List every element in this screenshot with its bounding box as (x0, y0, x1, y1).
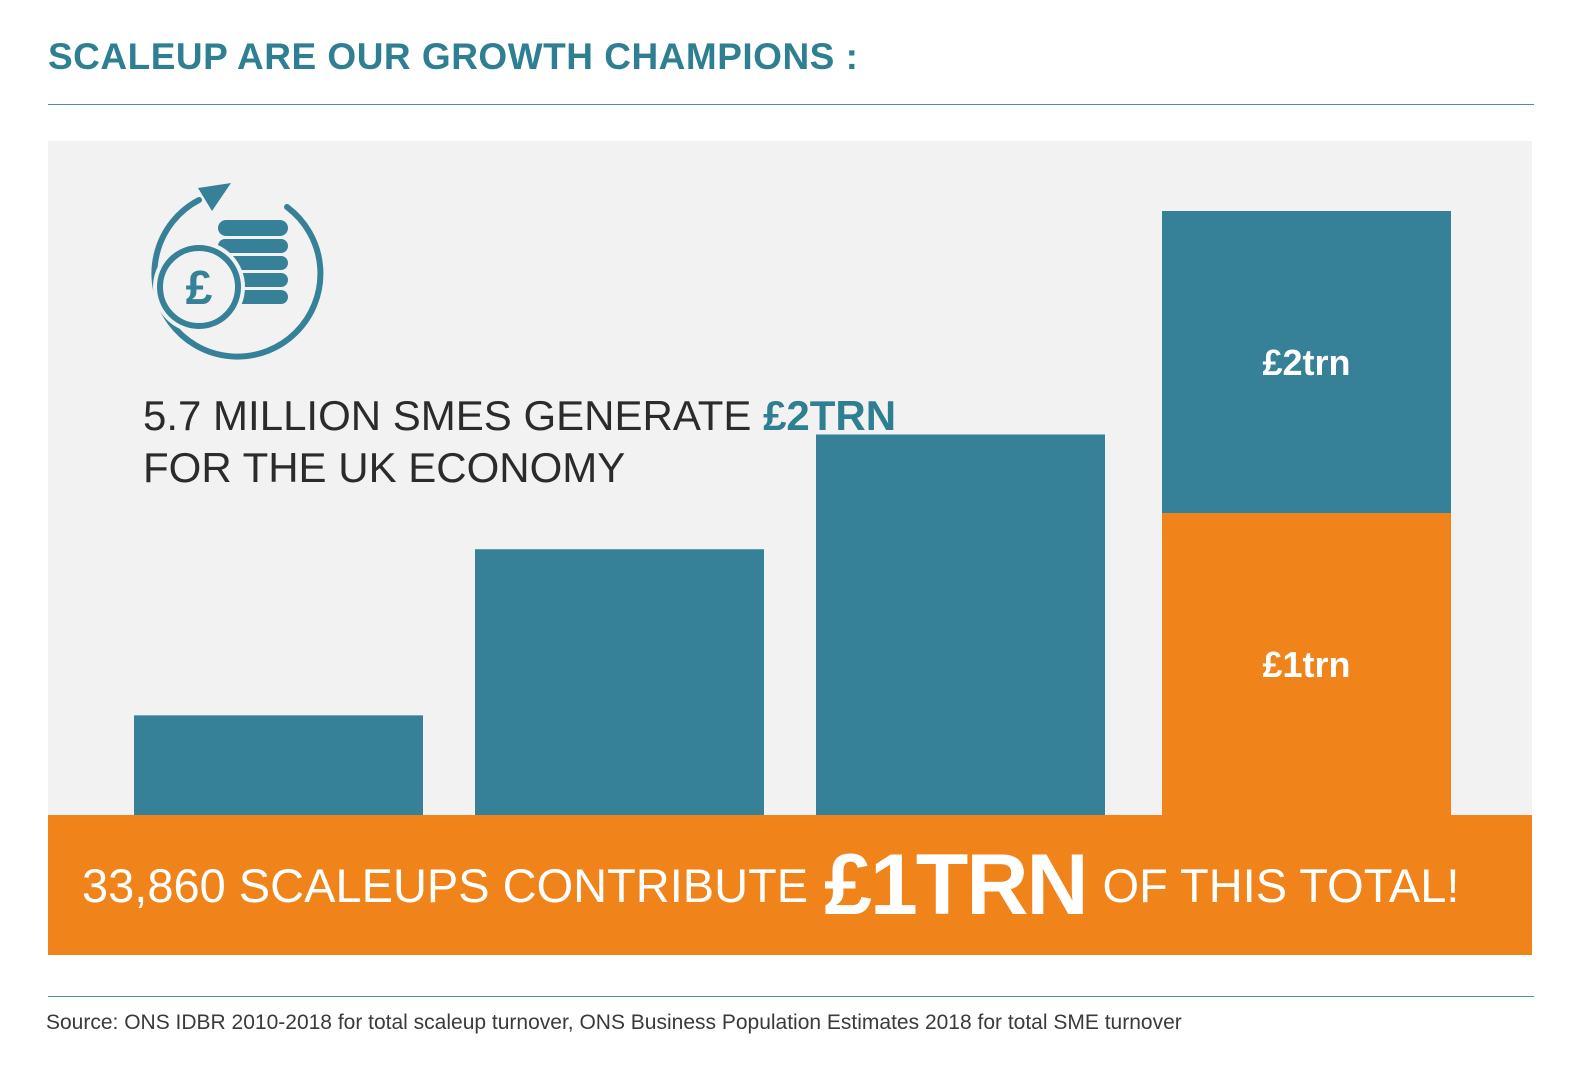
pound-coins-growth-icon: £ (151, 183, 324, 360)
source-divider (48, 996, 1534, 997)
page-title: SCALEUP ARE OUR GROWTH CHAMPIONS : (48, 36, 859, 77)
bar-4-sme (1162, 211, 1451, 513)
bar-1-sme (134, 715, 423, 815)
bar-4-scaleup (1162, 513, 1451, 815)
title-divider (48, 104, 1534, 105)
bar-2-sme (475, 549, 764, 815)
banner-suffix: OF THIS TOTAL! (1102, 858, 1460, 912)
headline: 5.7 MILLION SMES GENERATE £2TRN FOR THE … (143, 390, 896, 494)
pound-symbol: £ (186, 262, 213, 315)
headline-highlight: £2TRN (763, 392, 897, 439)
source-note: Source: ONS IDBR 2010-2018 for total sca… (46, 1011, 1182, 1034)
bar-3-sme (816, 434, 1105, 815)
banner-highlight: £1TRN (824, 836, 1088, 933)
headline-line1: 5.7 MILLION SMES GENERATE (143, 392, 764, 439)
headline-line2: FOR THE UK ECONOMY (143, 444, 626, 491)
bar-label-4-scaleup: £1trn (1262, 644, 1350, 685)
bar-label-4-sme: £2trn (1262, 342, 1350, 383)
banner-prefix: 33,860 SCALEUPS CONTRIBUTE (82, 858, 809, 912)
contribution-banner: 33,860 SCALEUPS CONTRIBUTE £1TRN OF THIS… (48, 815, 1532, 955)
